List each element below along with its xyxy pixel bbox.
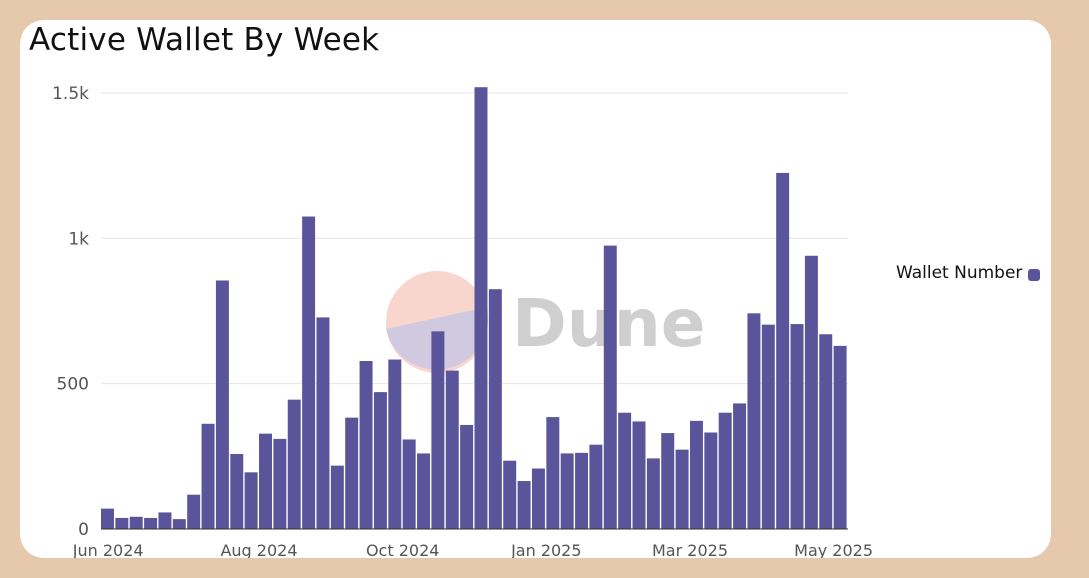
legend: Wallet Number <box>896 263 1041 283</box>
bar[interactable] <box>244 472 258 529</box>
bar[interactable] <box>618 412 632 529</box>
chart-title: Active Wallet By Week <box>29 22 380 58</box>
bar[interactable] <box>733 403 747 529</box>
bar[interactable] <box>704 432 718 530</box>
bar[interactable] <box>302 216 316 529</box>
bar[interactable] <box>158 512 172 529</box>
bar[interactable] <box>316 317 330 529</box>
bar[interactable] <box>474 87 488 529</box>
bar[interactable] <box>129 516 143 529</box>
bar[interactable] <box>402 439 416 529</box>
bar[interactable] <box>517 481 531 529</box>
bar[interactable] <box>230 454 244 529</box>
x-tick-label: May 2025 <box>794 541 873 558</box>
bar[interactable] <box>431 331 445 529</box>
x-tick-label: Mar 2025 <box>652 541 728 558</box>
bar[interactable] <box>330 465 344 529</box>
bar[interactable] <box>445 370 459 529</box>
bar[interactable] <box>388 359 402 529</box>
legend-label: Wallet Number <box>896 263 1023 283</box>
bar[interactable] <box>460 424 474 529</box>
x-tick-label: Jan 2025 <box>510 541 581 558</box>
bar[interactable] <box>603 245 617 529</box>
bar[interactable] <box>819 334 833 529</box>
y-tick-label: 500 <box>57 375 89 395</box>
bar[interactable] <box>259 433 272 529</box>
bar[interactable] <box>503 460 517 529</box>
bar[interactable] <box>804 255 818 529</box>
y-tick-label: 0 <box>78 520 89 540</box>
x-tick-label: Jun 2024 <box>72 541 144 558</box>
bar[interactable] <box>546 417 560 529</box>
legend-swatch <box>1028 268 1041 281</box>
bar[interactable] <box>187 494 201 529</box>
bar[interactable] <box>531 468 545 529</box>
x-axis-ticks: Jun 2024 Aug 2024 Oct 2024 Jan 2025 Mar 2025… <box>72 541 873 558</box>
bar[interactable] <box>287 399 301 529</box>
bar[interactable] <box>172 519 186 529</box>
bar[interactable] <box>359 360 373 529</box>
x-tick-label: Oct 2024 <box>366 541 439 558</box>
bar[interactable] <box>201 423 215 529</box>
bar[interactable] <box>833 345 847 529</box>
y-tick-label: 1k <box>68 229 89 249</box>
y-tick-label: 1.5k <box>52 84 89 104</box>
bar[interactable] <box>144 517 158 529</box>
bar[interactable] <box>101 508 114 529</box>
bar[interactable] <box>718 412 732 529</box>
bar[interactable] <box>589 444 603 529</box>
bar[interactable] <box>488 289 502 529</box>
bar[interactable] <box>646 458 660 529</box>
bar[interactable] <box>661 433 675 529</box>
bar[interactable] <box>115 517 129 529</box>
bars <box>101 87 847 529</box>
bar[interactable] <box>747 313 761 529</box>
x-tick-label: Aug 2024 <box>220 541 297 558</box>
bar[interactable] <box>761 324 775 529</box>
bar[interactable] <box>215 280 229 529</box>
bar[interactable] <box>273 438 287 529</box>
bar[interactable] <box>675 449 689 529</box>
bar[interactable] <box>417 453 431 529</box>
bar[interactable] <box>790 324 804 529</box>
bar[interactable] <box>373 392 387 529</box>
y-axis-ticks: 0 500 1k 1.5k <box>52 84 89 540</box>
bar[interactable] <box>689 420 703 529</box>
bar[interactable] <box>776 172 790 529</box>
bar[interactable] <box>560 453 574 529</box>
bar[interactable] <box>575 452 589 529</box>
bar[interactable] <box>632 421 646 529</box>
bar[interactable] <box>345 417 359 529</box>
